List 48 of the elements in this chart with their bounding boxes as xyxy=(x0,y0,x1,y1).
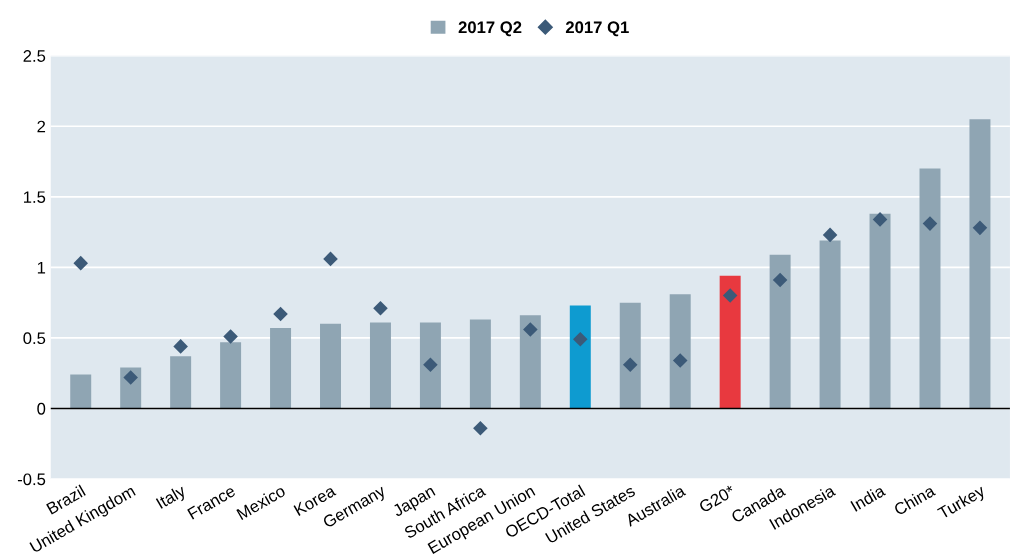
bar xyxy=(270,328,292,409)
point xyxy=(473,420,488,436)
point xyxy=(672,353,688,368)
y-tick-label: 1 xyxy=(37,261,46,274)
point xyxy=(123,370,138,385)
point xyxy=(423,357,438,373)
y-tick-label: 1.5 xyxy=(23,191,46,204)
point xyxy=(173,339,188,354)
bar xyxy=(369,322,391,409)
bar xyxy=(869,213,891,409)
point xyxy=(972,220,988,236)
x-tick-label: India xyxy=(850,483,887,512)
x-tick-label: China xyxy=(893,483,937,516)
bar xyxy=(919,168,941,409)
point xyxy=(273,306,288,322)
point xyxy=(922,216,938,231)
bar xyxy=(220,342,242,409)
point xyxy=(223,329,238,344)
point xyxy=(722,288,738,303)
bar xyxy=(619,302,641,409)
bar xyxy=(819,240,841,409)
bar xyxy=(769,254,791,409)
y-tick-label: -0.5 xyxy=(17,473,46,486)
point xyxy=(373,301,388,316)
point xyxy=(573,332,588,347)
point xyxy=(622,357,638,373)
bar xyxy=(320,323,341,409)
bar xyxy=(170,356,192,409)
bar xyxy=(969,119,991,409)
y-tick-label: 0 xyxy=(37,402,46,415)
y-tick-label: 2 xyxy=(37,120,46,133)
point xyxy=(73,255,89,271)
legend-label: 2017 Q1 xyxy=(565,21,629,37)
point xyxy=(772,272,788,288)
bar xyxy=(669,294,691,409)
bar xyxy=(70,374,92,409)
y-tick-label: 0.5 xyxy=(23,332,46,345)
point xyxy=(872,212,888,227)
legend-label: 2017 Q2 xyxy=(458,21,522,37)
point xyxy=(323,251,338,267)
bar xyxy=(719,275,741,409)
bar xyxy=(419,322,441,409)
point xyxy=(822,227,838,243)
point xyxy=(523,322,538,337)
bar xyxy=(569,305,591,409)
bar xyxy=(469,319,491,409)
y-tick-label: 2.5 xyxy=(23,50,46,62)
bar xyxy=(519,315,541,409)
